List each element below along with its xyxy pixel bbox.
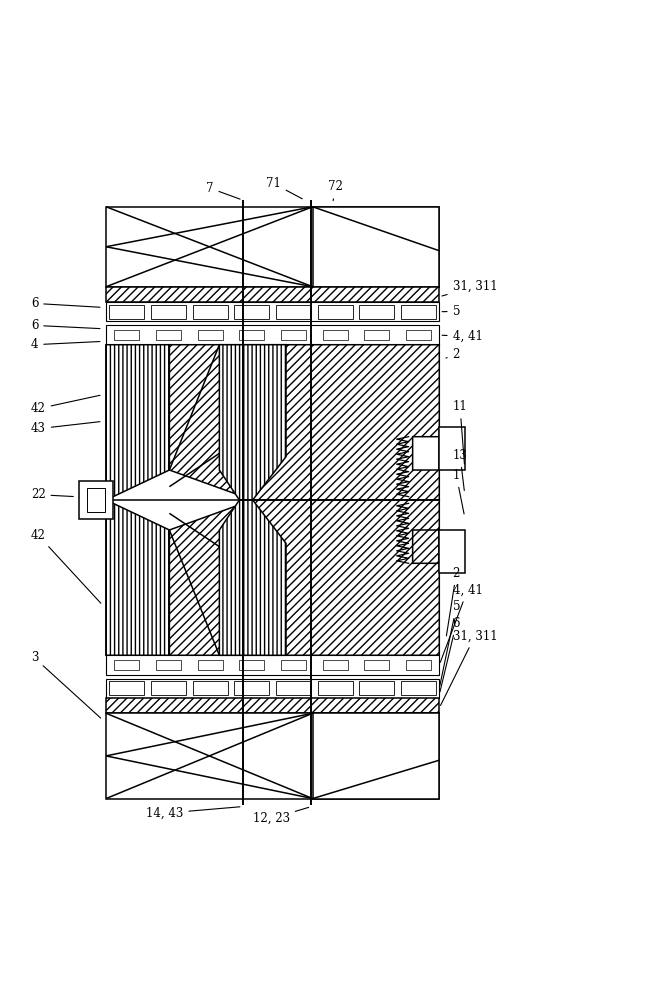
Text: 4: 4	[31, 338, 100, 351]
Bar	[439, 427, 464, 470]
Bar	[318, 305, 353, 319]
Bar	[198, 660, 222, 670]
Bar	[239, 660, 264, 670]
Text: 14, 43: 14, 43	[146, 807, 240, 820]
Polygon shape	[106, 345, 169, 500]
Text: 4, 41: 4, 41	[442, 330, 482, 343]
Bar	[106, 325, 439, 345]
Text: 13: 13	[453, 449, 468, 491]
Bar	[239, 330, 264, 340]
Bar	[312, 713, 439, 799]
Bar	[156, 330, 181, 340]
Bar	[323, 330, 347, 340]
Bar	[106, 679, 439, 698]
Text: 1: 1	[453, 469, 464, 514]
Bar	[193, 305, 228, 319]
Bar	[151, 681, 186, 695]
Bar	[276, 305, 311, 319]
Bar	[360, 305, 394, 319]
Bar	[114, 330, 139, 340]
Bar	[156, 660, 181, 670]
Text: 7: 7	[206, 182, 240, 199]
Bar	[106, 287, 439, 302]
Text: 11: 11	[453, 400, 468, 464]
Bar	[406, 330, 431, 340]
Text: 31, 311: 31, 311	[442, 280, 497, 296]
Bar	[364, 330, 389, 340]
Bar	[312, 207, 439, 287]
Text: 2: 2	[446, 567, 460, 636]
Bar	[87, 488, 105, 512]
Text: 6: 6	[31, 319, 100, 332]
Bar	[235, 305, 269, 319]
Bar	[360, 681, 394, 695]
Bar	[151, 305, 186, 319]
Text: 4, 41: 4, 41	[440, 583, 482, 662]
Text: 72: 72	[328, 180, 343, 201]
Text: 43: 43	[31, 422, 100, 435]
Bar	[323, 660, 347, 670]
Text: 71: 71	[266, 177, 302, 199]
Bar	[106, 655, 439, 675]
Bar	[106, 207, 439, 287]
Text: 2: 2	[446, 348, 460, 361]
Bar	[110, 681, 144, 695]
Bar	[106, 698, 439, 713]
Bar	[193, 681, 228, 695]
Bar	[318, 681, 353, 695]
Text: 3: 3	[31, 651, 101, 718]
Bar	[276, 681, 311, 695]
Bar	[439, 530, 464, 573]
Bar	[79, 481, 113, 519]
Text: 22: 22	[31, 488, 73, 501]
Polygon shape	[169, 500, 439, 655]
Polygon shape	[219, 500, 286, 655]
Bar	[406, 660, 431, 670]
Bar	[106, 302, 439, 321]
Text: 5: 5	[442, 305, 460, 318]
Bar	[401, 305, 436, 319]
Polygon shape	[219, 345, 286, 500]
Bar	[106, 713, 439, 799]
Bar	[281, 660, 306, 670]
Text: 5: 5	[440, 600, 460, 686]
Text: 31, 311: 31, 311	[441, 629, 497, 705]
Text: 6: 6	[31, 297, 100, 310]
Text: 42: 42	[31, 529, 101, 603]
Text: 42: 42	[31, 395, 100, 415]
Bar	[114, 660, 139, 670]
Polygon shape	[169, 345, 439, 500]
Bar	[364, 660, 389, 670]
Bar	[106, 345, 439, 655]
Bar	[110, 305, 144, 319]
Text: 6: 6	[440, 617, 460, 692]
Bar	[235, 681, 269, 695]
Bar	[198, 330, 222, 340]
Bar	[401, 681, 436, 695]
Bar	[281, 330, 306, 340]
Text: 12, 23: 12, 23	[253, 807, 308, 825]
Polygon shape	[106, 500, 169, 655]
